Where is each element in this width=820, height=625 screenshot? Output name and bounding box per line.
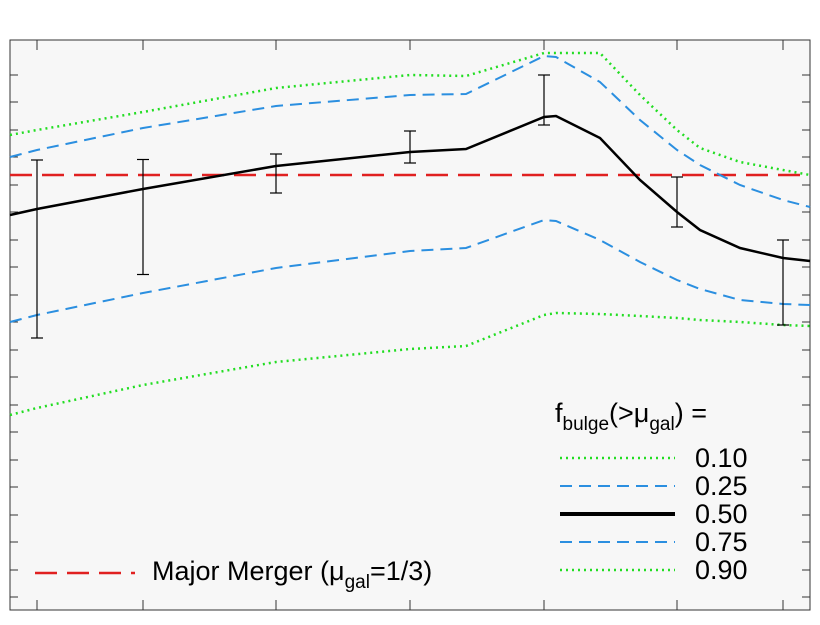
legend-title-subscript: bulge bbox=[563, 414, 610, 435]
series-line bbox=[9, 114, 811, 263]
series-line bbox=[9, 218, 811, 323]
series-line bbox=[9, 54, 811, 208]
legend-title-part: f bbox=[555, 398, 563, 428]
series-line bbox=[9, 311, 811, 417]
merger-label-part: Major Merger (μ bbox=[152, 556, 345, 586]
legend-title: fbulge(>μgal) = bbox=[555, 398, 707, 435]
legend-label: 0.10 bbox=[695, 443, 748, 473]
legend-label: 0.50 bbox=[695, 499, 748, 529]
merger-legend-label: Major Merger (μgal=1/3) bbox=[152, 556, 432, 593]
legend-label: 0.25 bbox=[695, 471, 748, 501]
merger-label-part: =1/3) bbox=[370, 556, 432, 586]
plot-area bbox=[9, 39, 811, 611]
legend-label: 0.90 bbox=[695, 555, 748, 585]
series-line bbox=[9, 51, 811, 177]
legend-title-part: (>μ bbox=[609, 398, 649, 428]
legend-title-part: ) = bbox=[675, 398, 707, 428]
legend-title-subscript: gal bbox=[649, 414, 674, 435]
merger-label-subscript: gal bbox=[345, 572, 370, 593]
legend-label: 0.75 bbox=[695, 527, 748, 557]
